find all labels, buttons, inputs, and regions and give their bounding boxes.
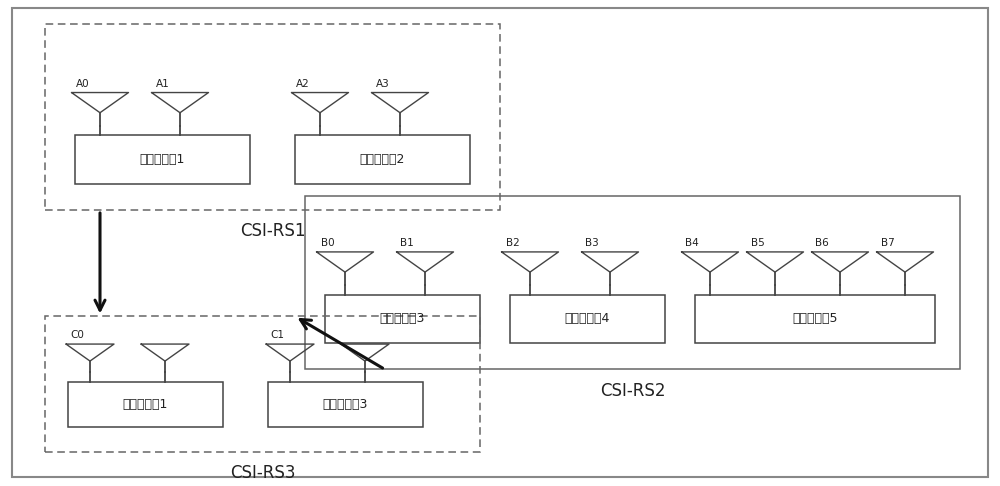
Text: 物理接入点3: 物理接入点3 [380,312,425,325]
Text: 物理接入点2: 物理接入点2 [360,153,405,166]
Text: B6: B6 [816,238,829,248]
Bar [325,295,480,343]
Text: B2: B2 [506,238,519,248]
Text: 物理接入点4: 物理接入点4 [565,312,610,325]
Bar [68,382,223,427]
Text: B4: B4 [686,238,699,248]
Text: B1: B1 [400,238,414,248]
Text: A1: A1 [156,79,169,88]
Text: 物理接入点1: 物理接入点1 [140,153,185,166]
Text: B5: B5 [750,238,764,248]
Bar [510,295,665,343]
Text: C1: C1 [270,330,284,340]
Bar [45,24,500,210]
Text: C0: C0 [70,330,84,340]
Bar [268,382,423,427]
Text: 物理接入点5: 物理接入点5 [792,312,838,325]
Text: CSI-RS1: CSI-RS1 [240,222,305,240]
Text: A3: A3 [376,79,389,88]
Text: A2: A2 [296,79,309,88]
Text: B3: B3 [586,238,599,248]
Text: A0: A0 [76,79,89,88]
Bar [295,135,470,184]
Text: B7: B7 [881,238,894,248]
Text: 物理接入点1: 物理接入点1 [123,398,168,411]
Bar [305,195,960,369]
Bar [75,135,250,184]
Text: 物理接入点3: 物理接入点3 [323,398,368,411]
Text: B0: B0 [320,238,334,248]
Bar [45,316,480,451]
Bar [695,295,935,343]
Text: CSI-RS2: CSI-RS2 [600,382,665,399]
Text: CSI-RS3: CSI-RS3 [230,464,295,482]
